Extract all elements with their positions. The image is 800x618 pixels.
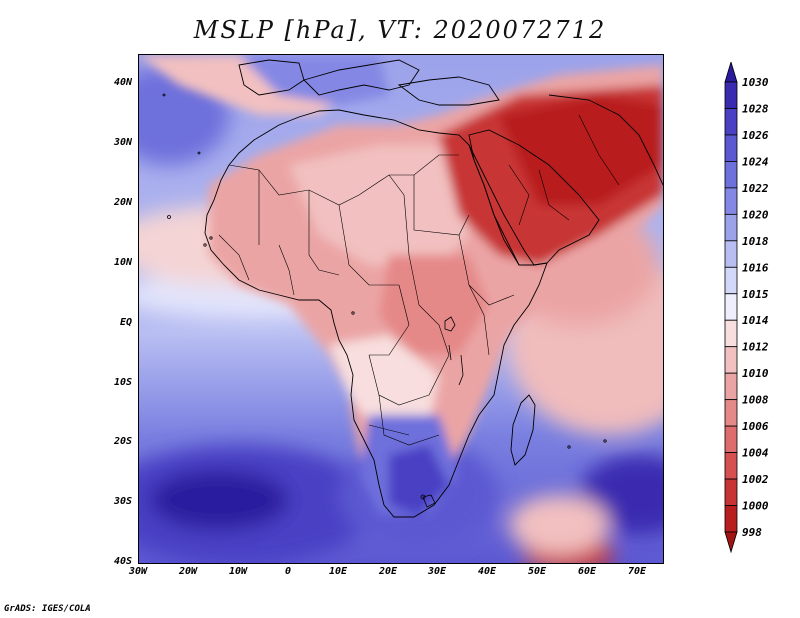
lon-label-40e: 40E <box>477 566 497 577</box>
colorbar-segment <box>724 372 738 401</box>
colorbar-bottom-triangle <box>724 531 738 554</box>
lon-label-30w: 30W <box>128 566 148 577</box>
colorbar-label: 1010 <box>742 367 769 380</box>
colorbar-label: 1028 <box>742 102 769 115</box>
colorbar-label: 1006 <box>742 420 769 433</box>
lon-label-10e: 10E <box>328 566 348 577</box>
lon-label-0: 0 <box>284 566 292 577</box>
colorbar-label: 1024 <box>742 155 769 168</box>
lon-label-30e: 30E <box>427 566 447 577</box>
lon-label-50e: 50E <box>527 566 547 577</box>
colorbar-label: 1018 <box>742 235 769 248</box>
colorbar-legend: 1030 1028 1026 1024 1022 1020 1018 1016 1015 1014… <box>724 62 769 554</box>
colorbar-label: 1002 <box>742 473 769 486</box>
country-borders <box>218 114 620 446</box>
colorbar-segment <box>724 293 738 321</box>
colorbar-label: 1004 <box>742 447 769 460</box>
credit-text: GrADS: IGES/COLA <box>4 604 91 614</box>
colorbar-segment <box>724 134 738 162</box>
colorbar-label: 1000 <box>742 500 769 513</box>
colorbar-label: 1012 <box>742 341 769 354</box>
lon-label-20e: 20E <box>378 566 398 577</box>
colorbar-label: 1020 <box>742 208 769 221</box>
colorbar-top-triangle <box>724 62 738 83</box>
colorbar-label: 1030 <box>742 76 769 89</box>
map-title: MSLP [hPa], VT: 2020072712 <box>193 16 607 44</box>
lon-label-70e: 70E <box>627 566 647 577</box>
colorbar-segment <box>724 108 738 136</box>
colorbar-label: 1016 <box>742 261 769 274</box>
colorbar-label: 1014 <box>742 314 769 327</box>
colorbar-label: 1015 <box>742 288 769 301</box>
lat-label-eq: EQ <box>119 317 132 328</box>
colorbar-segment <box>724 161 738 189</box>
colorbar-segment <box>724 213 738 242</box>
land-pressure <box>139 55 663 515</box>
colorbar-segment <box>724 478 738 506</box>
colorbar-segment <box>724 81 738 109</box>
lat-label-40n: 40N <box>113 77 132 88</box>
lat-label-40s: 40S <box>113 556 132 567</box>
colorbar-label: 998 <box>742 526 762 539</box>
lat-label-30s: 30S <box>113 496 132 507</box>
colorbar-segment <box>724 240 738 268</box>
lat-label-20n: 20N <box>113 197 132 208</box>
colorbar-label: 1022 <box>742 182 769 195</box>
lon-label-10w: 10W <box>228 566 248 577</box>
islands-lakes <box>162 93 607 508</box>
colorbar-segment <box>724 319 738 348</box>
colorbar-segment <box>724 187 738 215</box>
colorbar-label: 1026 <box>742 129 769 142</box>
colorbar-segment <box>724 266 738 295</box>
colorbar-segment <box>724 505 738 533</box>
colorbar-segment <box>724 399 738 427</box>
lat-label-20s: 20S <box>113 436 132 447</box>
colorbar-label: 1008 <box>742 394 769 407</box>
colorbar-segment <box>724 452 738 480</box>
lon-label-60e: 60E <box>577 566 597 577</box>
colorbar-segment <box>724 346 738 374</box>
lon-label-20w: 20W <box>178 566 198 577</box>
colorbar-segment <box>724 425 738 453</box>
lat-label-10n: 10N <box>113 257 132 268</box>
coastlines <box>204 59 663 518</box>
lat-label-10s: 10S <box>113 377 132 388</box>
lat-label-30n: 30N <box>113 137 132 148</box>
mslp-map <box>138 54 664 564</box>
